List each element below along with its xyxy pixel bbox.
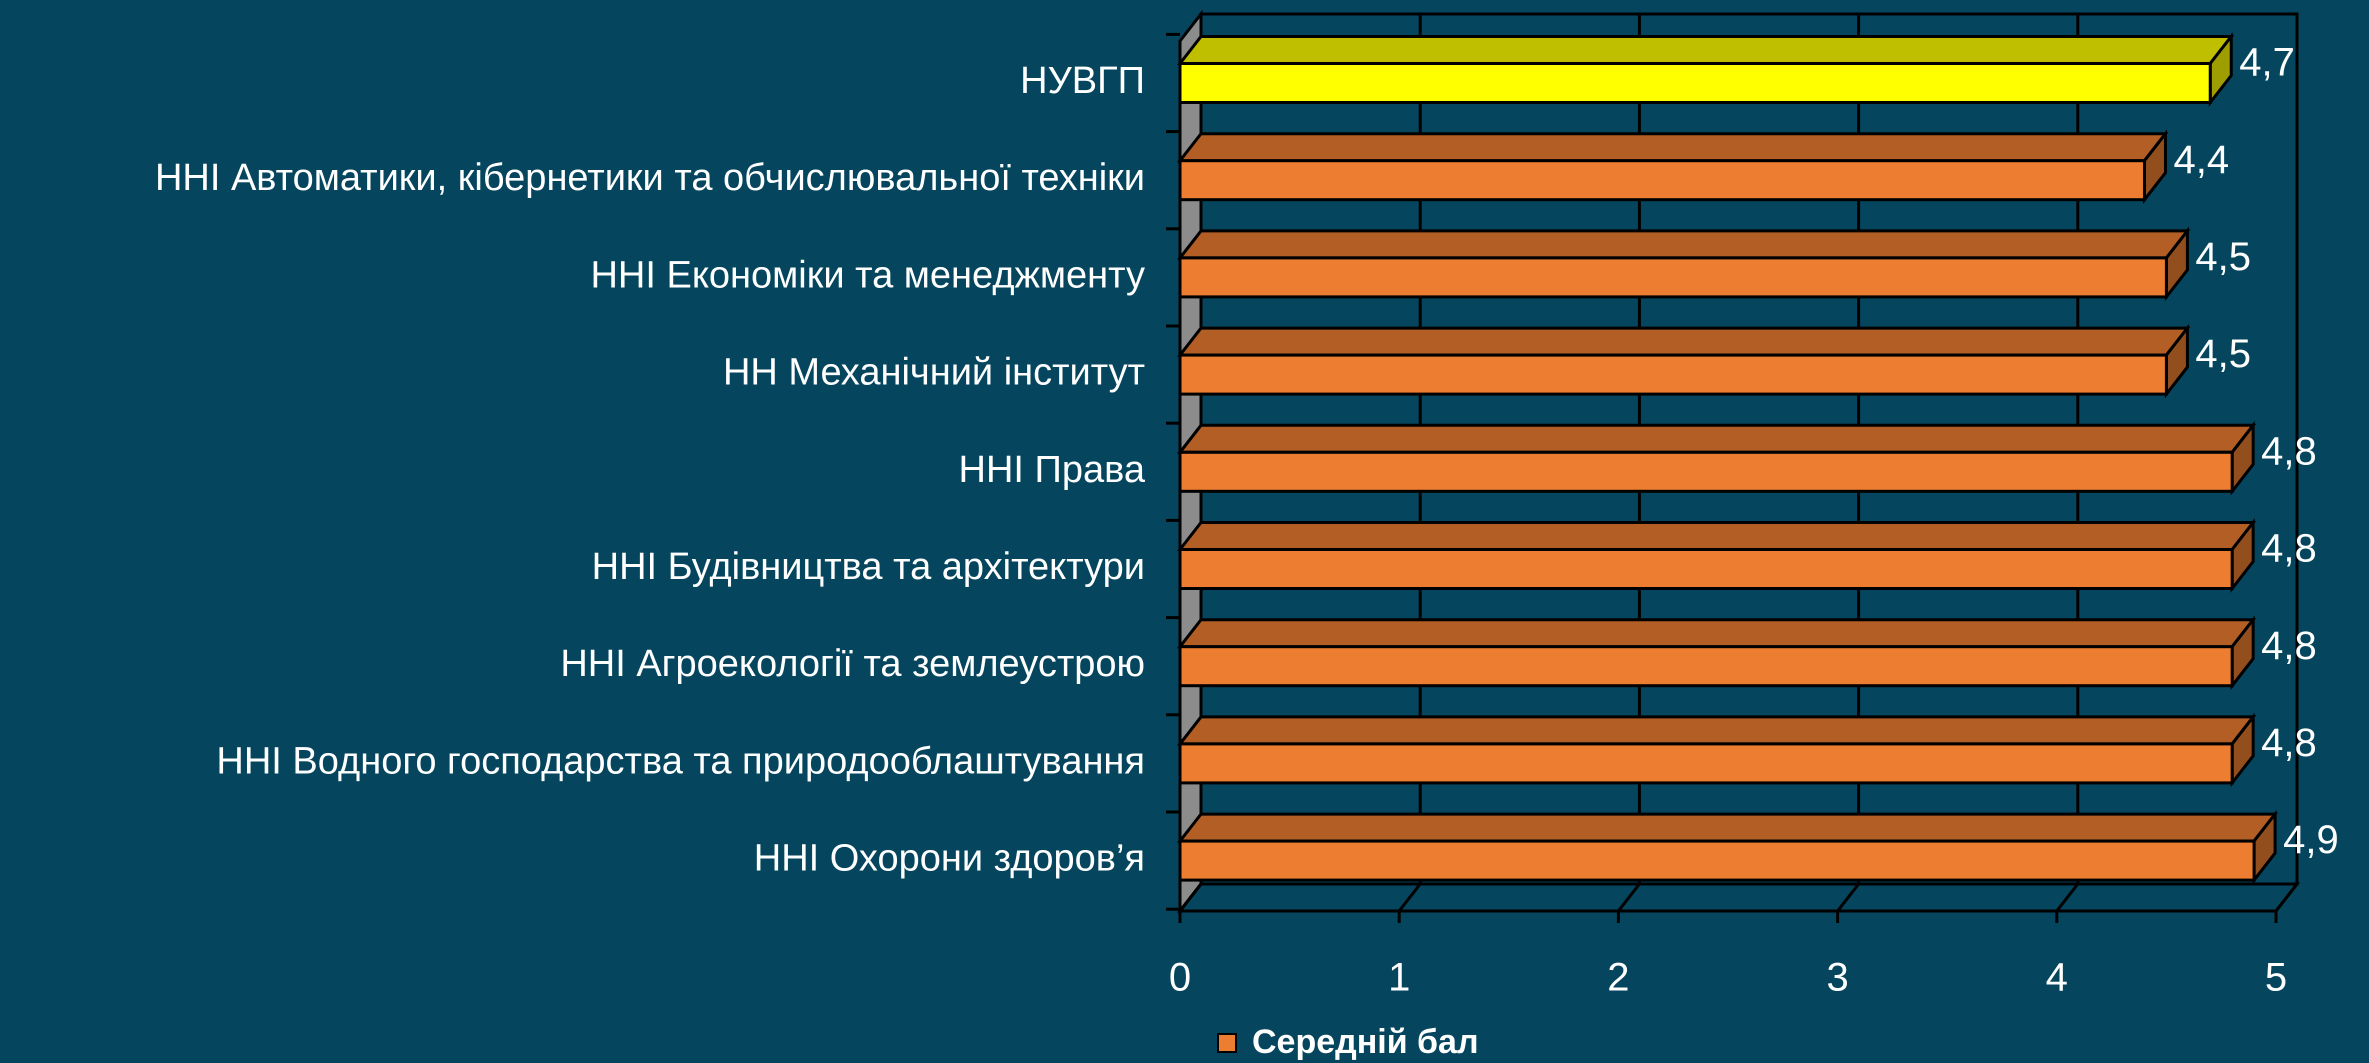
category-label: ННІ Агроекології та землеустрою [560, 643, 1145, 685]
category-label: ННІ Права [959, 449, 1146, 491]
category-label: НУВГП [1020, 60, 1145, 102]
x-tick-label: 2 [1607, 956, 1629, 1000]
bar [1178, 62, 2212, 104]
value-label: 4,5 [2195, 235, 2251, 279]
bar [1178, 548, 2234, 590]
bar [1178, 645, 2234, 688]
value-label: 4,8 [2261, 429, 2317, 473]
x-tick-label: 1 [1388, 956, 1410, 1000]
bar-top [1176, 35, 2235, 65]
category-label: НН Механічний інститут [723, 352, 1145, 394]
legend-label: Середній бал [1252, 1023, 1479, 1061]
legend-swatch [1217, 1033, 1237, 1053]
category-label: ННІ Водного господарства та природооблаш… [216, 740, 1145, 782]
grid-line-floor [2055, 883, 2079, 912]
bar-top [1176, 812, 2279, 843]
category-label: ННІ Автоматики, кібернетики та обчислюва… [155, 157, 1145, 199]
bar [1178, 159, 2146, 202]
bar [1178, 353, 2168, 396]
bar-top [1176, 326, 2191, 357]
bar-top [1176, 618, 2257, 649]
value-label: 4,8 [2261, 721, 2317, 765]
grid-line-floor [1398, 883, 1422, 912]
category-label: ННІ Будівництва та архітектури [592, 546, 1145, 588]
bar [1178, 742, 2234, 785]
bar [1178, 839, 2256, 882]
x-tick-label: 4 [2046, 956, 2068, 1000]
bar [1178, 450, 2234, 493]
bar-top [1176, 229, 2191, 260]
x-tick-label: 0 [1169, 956, 1191, 1000]
grid-line-floor [1178, 883, 1203, 912]
category-label: ННІ Економіки та менеджменту [590, 254, 1145, 296]
grid-line-floor [1836, 883, 1860, 912]
category-label: ННІ Охорони здоров’я [754, 838, 1145, 880]
bar-top [1176, 521, 2257, 551]
x-tick-label: 3 [1826, 956, 1848, 1000]
value-label: 4,9 [2283, 818, 2339, 862]
grid-line-floor [2274, 883, 2299, 912]
bar [1178, 256, 2168, 299]
value-label: 4,8 [2261, 527, 2317, 571]
bar-top [1176, 715, 2257, 746]
bar-top [1176, 132, 2169, 163]
value-label: 4,8 [2261, 624, 2317, 668]
x-tick-label: 5 [2265, 956, 2287, 1000]
grid-line-floor [1617, 883, 1641, 912]
floor [1176, 882, 2301, 913]
value-label: 4,4 [2173, 138, 2229, 182]
value-label: 4,5 [2195, 332, 2251, 376]
bar-top [1176, 423, 2257, 454]
value-label: 4,7 [2239, 41, 2295, 85]
